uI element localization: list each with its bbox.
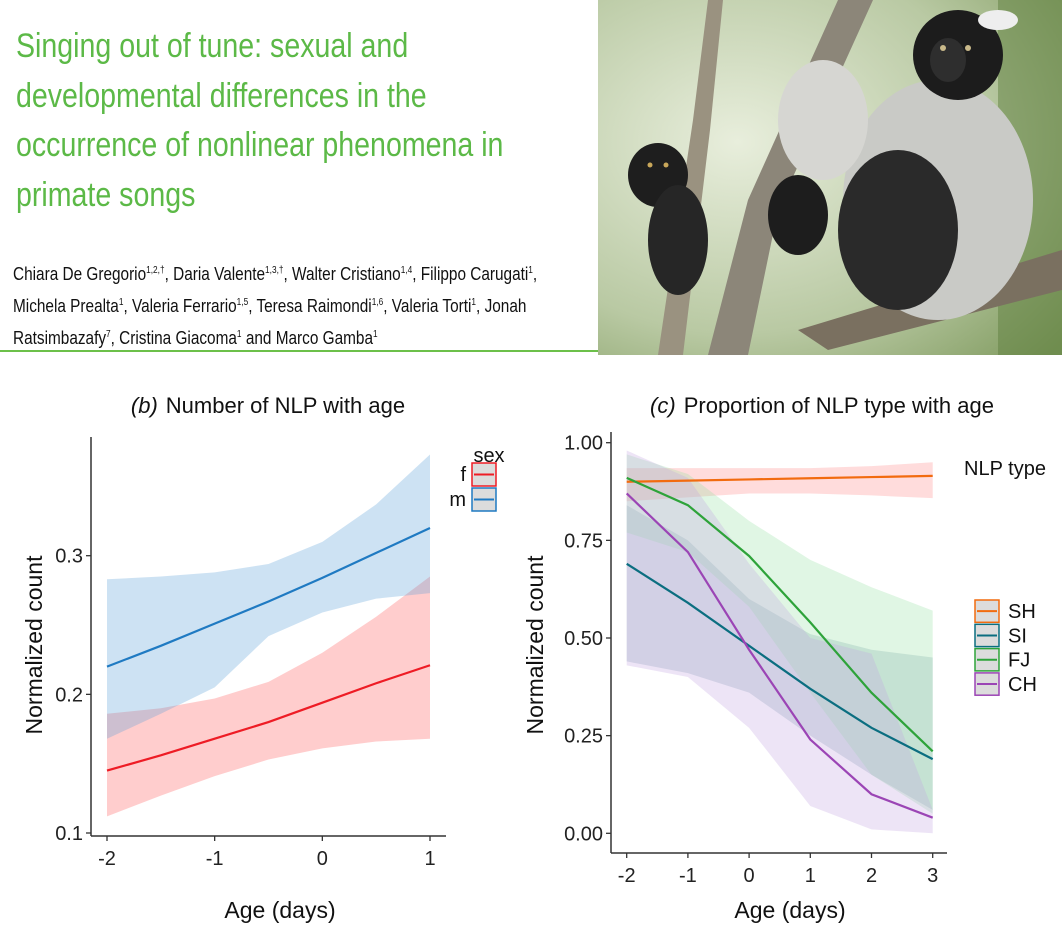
panel-label: (c) xyxy=(650,393,676,418)
author-list: Chiara De Gregorio1,2,†, Daria Valente1,… xyxy=(13,258,594,354)
title-line: primate songs xyxy=(16,175,196,214)
affiliation-marker: 1,5 xyxy=(236,297,249,308)
y-tick-label: 0.50 xyxy=(564,628,603,650)
paper-title: Singing out of tune: sexual and developme… xyxy=(16,22,604,220)
y-tick-label: 0.75 xyxy=(564,530,603,552)
x-tick-label: -2 xyxy=(618,865,636,887)
author-name: Ratsimbazafy xyxy=(13,327,107,348)
x-axis-label: Age (days) xyxy=(224,897,335,923)
author-name: and Marco Gamba xyxy=(241,327,373,348)
legend-label: FJ xyxy=(1008,650,1030,672)
affiliation-marker: 7 xyxy=(106,329,111,340)
affiliation-marker: 1 xyxy=(471,297,477,308)
x-tick-label: 2 xyxy=(866,865,877,887)
x-tick-label: 3 xyxy=(927,865,938,887)
author-name: , Jonah xyxy=(476,295,527,316)
x-axis-label: Age (days) xyxy=(734,897,845,923)
title-line: developmental differences in the xyxy=(16,76,427,115)
series-line-SH xyxy=(626,474,933,483)
legend-label: CH xyxy=(1008,674,1037,696)
title-line: Singing out of tune: sexual and xyxy=(16,27,409,65)
chart-title: (c) Proportion of NLP type with age xyxy=(650,393,994,418)
y-tick-label: 0.1 xyxy=(55,823,83,845)
author-line: Chiara De Gregorio1,2,†, Daria Valente1,… xyxy=(13,258,594,290)
y-tick-label: 0.3 xyxy=(55,546,83,568)
chart-title-text: Proportion of NLP type with age xyxy=(684,393,994,418)
title-line: occurrence of nonlinear phenomena in xyxy=(16,126,504,164)
y-axis-label: Normalized count xyxy=(21,555,47,735)
chart-title-text: Number of NLP with age xyxy=(166,393,405,418)
author-name: , Walter Cristiano xyxy=(283,263,401,284)
series-line-SI xyxy=(626,562,934,761)
author-name: Chiara De Gregorio xyxy=(13,263,147,284)
chart-title: (b) Number of NLP with age xyxy=(131,393,405,418)
y-tick-label: 0.25 xyxy=(564,726,603,748)
y-tick-label: 0.00 xyxy=(564,823,603,845)
author-name: , Filippo Carugati xyxy=(412,263,529,284)
affiliation-marker: 1 xyxy=(372,329,378,340)
author-name: , Daria Valente xyxy=(164,263,266,284)
affiliation-marker: 1,3,† xyxy=(265,265,284,276)
x-tick-label: 0 xyxy=(744,865,755,887)
x-tick-label: -1 xyxy=(679,865,697,887)
ci-band-m xyxy=(107,454,430,739)
legend-title: sex xyxy=(473,445,504,467)
y-tick-label: 1.00 xyxy=(564,433,603,455)
author-name: , Cristina Giacoma xyxy=(110,327,237,348)
x-tick-label: 1 xyxy=(424,848,435,870)
series-line-f xyxy=(106,664,431,772)
x-tick-label: -2 xyxy=(98,848,116,870)
author-name: , Valeria Ferrario xyxy=(123,295,237,316)
y-axis-label: Normalized count xyxy=(522,555,548,735)
x-tick-label: 1 xyxy=(805,865,816,887)
ci-band-FJ xyxy=(626,454,933,814)
author-name: Michela Prealta xyxy=(13,295,119,316)
ci-band-CH xyxy=(626,450,933,834)
legend-label: m xyxy=(449,489,466,511)
x-tick-label: 0 xyxy=(317,848,328,870)
series-line-CH xyxy=(625,492,934,819)
legend-label: f xyxy=(460,464,466,486)
title-divider xyxy=(0,350,598,352)
lemur-photo xyxy=(598,0,1062,355)
affiliation-marker: 1 xyxy=(236,329,242,340)
legend-label: SH xyxy=(1008,601,1036,623)
author-name: , Teresa Raimondi xyxy=(248,295,372,316)
affiliation-marker: 1,4 xyxy=(400,265,413,276)
author-line: Ratsimbazafy7, Cristina Giacoma1 and Mar… xyxy=(13,322,594,354)
affiliation-marker: 1,2,† xyxy=(146,265,165,276)
ci-band-f xyxy=(107,576,430,817)
author-name: , xyxy=(532,263,538,284)
author-line: Michela Prealta1, Valeria Ferrario1,5, T… xyxy=(13,290,594,322)
ci-band-SH xyxy=(626,462,933,502)
series-line-m xyxy=(106,526,431,668)
chart-panel-c: (c) Proportion of NLP type with age 0.00 0.… xyxy=(522,393,1046,923)
y-tick-label: 0.2 xyxy=(55,684,83,706)
series-line-FJ xyxy=(626,476,934,753)
author-name: , Valeria Torti xyxy=(383,295,472,316)
ci-band-SI xyxy=(626,505,933,810)
affiliation-marker: 1,6 xyxy=(371,297,384,308)
chart-panel-b: (b) Number of NLP with age 0.1 0.2 0.3 -2 -1 0 1… xyxy=(21,393,505,923)
x-tick-label: -1 xyxy=(206,848,224,870)
legend-title: NLP type xyxy=(964,458,1046,480)
affiliation-marker: 1 xyxy=(118,297,124,308)
panel-label: (b) xyxy=(131,393,158,418)
affiliation-marker: 1 xyxy=(528,265,533,276)
legend-label: SI xyxy=(1008,625,1027,647)
